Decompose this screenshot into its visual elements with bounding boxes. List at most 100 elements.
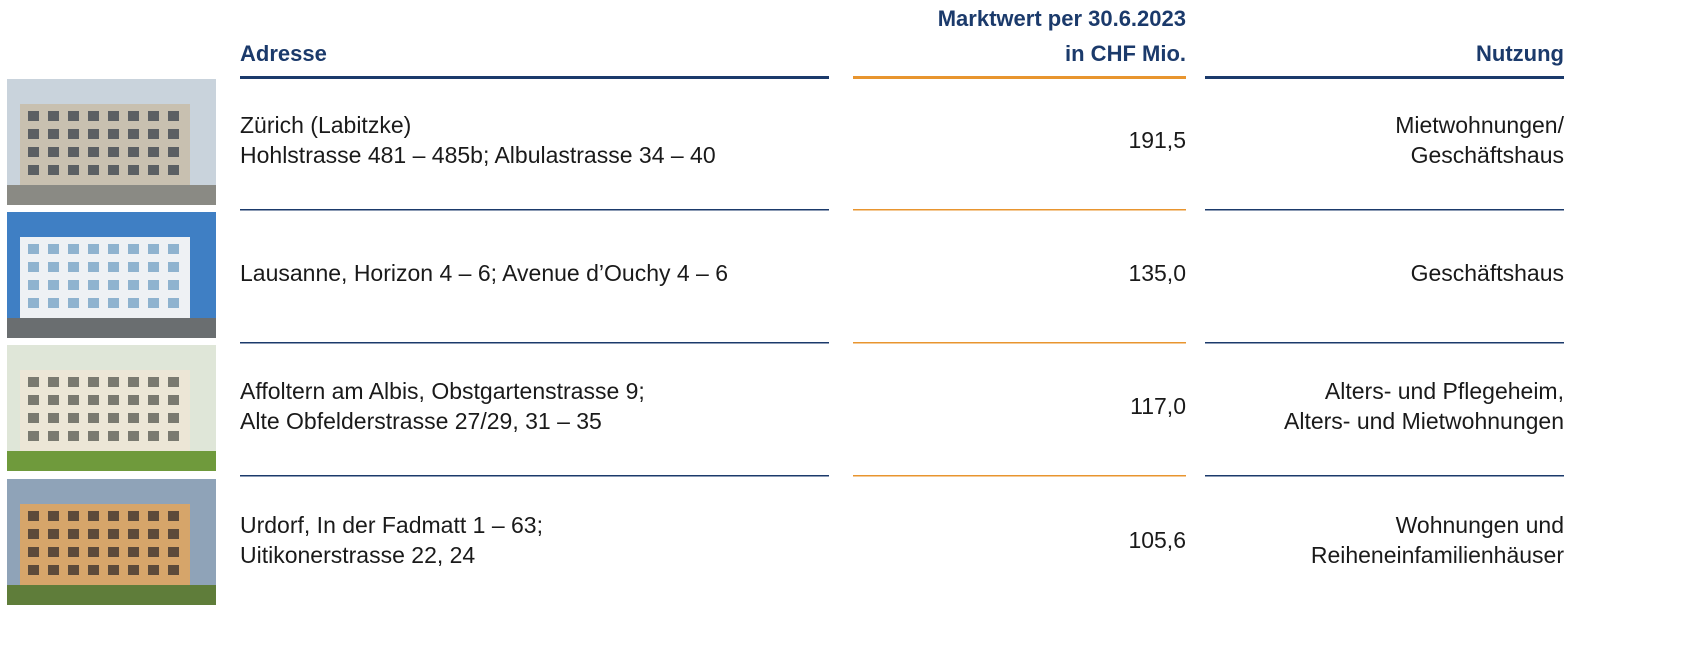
photo-window [88,129,99,139]
usage: Reiheneinfamilienhäuser [1311,542,1564,568]
photo-building [20,370,190,451]
address: Urdorf, In der Fadmatt 1 – 63; [240,512,543,538]
usage: Mietwohnungen/ [1395,112,1564,138]
photo-window [128,111,139,121]
photo-window [88,413,99,423]
photo-window [128,377,139,387]
photo-window [108,511,119,521]
photo-building [20,504,190,585]
photo-window [148,547,159,557]
photo-window [168,511,179,521]
photo-window [148,395,159,405]
row-rule [1205,342,1564,344]
header-value: in CHF Mio. [1065,41,1186,66]
row-rule [240,209,829,211]
market-value: 117,0 [1130,393,1186,419]
photo-window [88,431,99,441]
market-value: 191,5 [1128,127,1186,153]
photo-window [48,565,59,575]
photo-window [28,298,39,308]
header-rule [1205,76,1564,79]
photo-window [88,529,99,539]
photo-window [88,280,99,290]
photo-ground [7,585,216,605]
photo-window [28,111,39,121]
address: Alte Obfelderstrasse 27/29, 31 – 35 [240,408,602,434]
photo-window [28,547,39,557]
photo-window [128,147,139,157]
header-address: Adresse [240,41,327,66]
photo-window [48,395,59,405]
photo-window [48,280,59,290]
photo-window [28,529,39,539]
photo-window [28,377,39,387]
photo-ground [7,185,216,205]
photo-window [168,111,179,121]
photo-window [68,129,79,139]
address: Lausanne, Horizon 4 – 6; Avenue d’Ouchy … [240,260,728,286]
photo-window [28,129,39,139]
photo-window [88,377,99,387]
photo-window [108,129,119,139]
photo-window [28,511,39,521]
photo-window [148,413,159,423]
row-rule [853,342,1186,344]
header-usage: Nutzung [1476,41,1564,66]
photo-window [88,547,99,557]
photo-window [148,511,159,521]
photo-window [168,377,179,387]
row-rule [1205,209,1564,211]
photo-window [28,262,39,272]
photo-window [148,244,159,254]
photo-window [68,111,79,121]
market-value: 135,0 [1128,260,1186,286]
header-value: Marktwert per 30.6.2023 [938,6,1186,31]
property-photo [7,79,216,205]
photo-window [48,298,59,308]
property-photo [7,479,216,605]
photo-window [128,413,139,423]
photo-window [68,298,79,308]
photo-window [48,547,59,557]
photo-window [68,395,79,405]
photo-window [128,244,139,254]
photo-window [168,262,179,272]
header-rule [240,76,829,79]
photo-window [168,547,179,557]
usage: Geschäftshaus [1411,260,1564,286]
photo-window [108,547,119,557]
photo-window [48,111,59,121]
photo-window [168,244,179,254]
photo-window [128,395,139,405]
photo-window [168,529,179,539]
photo-window [108,565,119,575]
address: Zürich (Labitzke) [240,112,411,138]
market-value: 105,6 [1128,527,1186,553]
photo-window [88,244,99,254]
photo-window [168,413,179,423]
usage: Geschäftshaus [1411,142,1564,168]
photo-window [128,262,139,272]
photo-window [168,298,179,308]
photo-window [128,511,139,521]
photo-window [108,280,119,290]
photo-window [28,280,39,290]
photo-window [48,377,59,387]
photo-window [68,565,79,575]
photo-window [88,298,99,308]
photo-window [148,565,159,575]
photo-window [148,262,159,272]
row-rule [1205,475,1564,477]
photo-window [88,262,99,272]
photo-window [88,147,99,157]
photo-window [28,431,39,441]
photo-window [128,165,139,175]
photo-window [68,377,79,387]
photo-window [48,129,59,139]
photo-window [108,147,119,157]
address: Affoltern am Albis, Obstgartenstrasse 9; [240,378,645,404]
photo-window [68,511,79,521]
photo-window [68,147,79,157]
